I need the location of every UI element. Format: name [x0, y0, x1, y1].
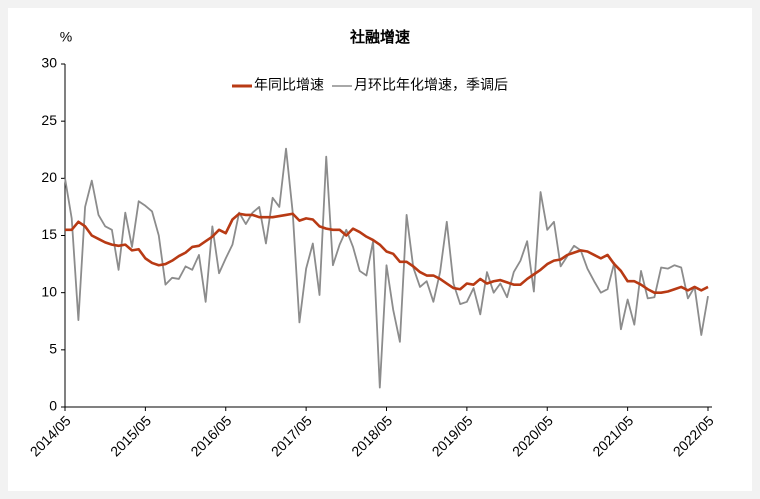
- legend-label: 年同比增速: [254, 77, 324, 93]
- series-line: [64, 147, 709, 389]
- y-axis-label: %: [60, 29, 72, 45]
- y-tick-label: 10: [41, 283, 57, 299]
- y-tick-label: 0: [49, 398, 57, 414]
- y-tick-label: 30: [41, 55, 57, 71]
- series-line: [65, 212, 709, 294]
- legend-label: 月环比年化增速，季调后: [354, 77, 508, 93]
- y-tick-label: 15: [41, 226, 57, 242]
- chart-title: 社融增速: [349, 28, 410, 46]
- y-tick-label: 5: [49, 341, 57, 357]
- y-tick-label: 25: [41, 112, 57, 128]
- y-tick-label: 20: [41, 169, 57, 185]
